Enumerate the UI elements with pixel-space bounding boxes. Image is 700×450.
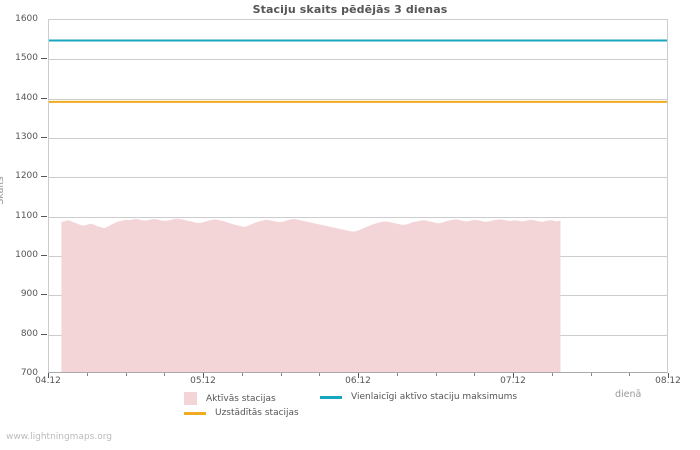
watermark: www.lightningmaps.org [6, 432, 112, 442]
y-tick-mark [41, 215, 47, 217]
legend-item-label: Uzstādītās stacijas [215, 408, 299, 418]
chart-title: Staciju skaits pēdējās 3 dienas [252, 3, 448, 16]
y-tick-label: 700 [20, 368, 38, 378]
x-tick-mark-minor [551, 373, 553, 376]
y-tick-mark [41, 58, 47, 60]
chart-legend: Aktīvās stacijas Vienlaicīgi aktīvo stac… [0, 392, 700, 426]
legend-swatch-icon [320, 395, 342, 399]
x-tick-mark-minor [125, 373, 127, 376]
x-tick-mark [358, 373, 359, 378]
x-tick-mark-minor [629, 373, 631, 376]
y-tick-mark [41, 176, 47, 178]
y-tick-label: 1500 [15, 53, 38, 64]
x-tick-mark [513, 373, 514, 378]
x-tick-mark-minor [319, 373, 321, 376]
series-area-aktivas-stacijas [61, 218, 561, 372]
legend-item-uzstaditas-stacijas[interactable]: Uzstādītās stacijas [184, 408, 299, 418]
x-tick-mark [48, 373, 49, 378]
x-tick-label: 05.12 [190, 376, 216, 386]
x-tick-mark-minor [164, 373, 166, 376]
y-tick-label: 900 [20, 289, 38, 300]
x-tick-mark-minor [86, 373, 88, 376]
x-tick-mark-minor [241, 373, 243, 376]
x-tick-mark [668, 373, 669, 378]
x-tick-label: 08.12 [655, 376, 681, 386]
y-tick-mark [41, 294, 47, 296]
legend-swatch-icon [184, 392, 197, 405]
gridline [49, 177, 667, 179]
gridline [49, 98, 667, 100]
y-tick-label: 1600 [15, 14, 38, 24]
legend-item-vienlaicigi-aktivo-staciju-maksimums[interactable]: Vienlaicīgi aktīvo staciju maksimums [320, 392, 517, 402]
legend-item-label: Vienlaicīgi aktīvo staciju maksimums [351, 392, 518, 402]
y-tick-label: 1200 [15, 171, 38, 182]
y-axis-title: Skaits [0, 176, 6, 205]
gridline [49, 216, 667, 218]
x-tick-mark-minor [396, 373, 398, 376]
y-tick-mark [41, 333, 47, 335]
y-tick-mark [41, 137, 47, 138]
y-tick-mark [41, 255, 47, 256]
legend-item-aktivas-stacijas[interactable]: Aktīvās stacijas [184, 392, 276, 405]
legend-item-label: Aktīvās stacijas [206, 393, 276, 404]
plot-area [48, 19, 668, 373]
x-tick-label: 07.12 [500, 376, 526, 386]
x-tick-mark [203, 373, 204, 378]
y-tick-label: 1000 [15, 250, 38, 260]
gridline [49, 59, 667, 61]
x-tick-mark-minor [474, 373, 476, 376]
legend-swatch-icon [184, 411, 206, 415]
y-tick-label: 800 [20, 328, 38, 339]
x-tick-label: 06.12 [345, 376, 371, 386]
y-tick-label: 1100 [15, 210, 38, 221]
x-tick-mark-minor [590, 373, 592, 376]
x-axis-title: dienā [615, 389, 642, 400]
x-tick-label: 04.12 [35, 376, 61, 386]
x-tick-mark-minor [435, 373, 437, 376]
y-axis: Skaits 1600 1500 1400 1300 1200 1100 1000 900 80… [0, 0, 48, 450]
x-tick-mark-minor [280, 373, 282, 376]
gridline [49, 138, 667, 139]
y-tick-label: 1400 [15, 92, 38, 103]
y-tick-mark [41, 97, 47, 99]
y-tick-label: 1300 [15, 132, 38, 142]
series-layer [49, 39, 667, 372]
